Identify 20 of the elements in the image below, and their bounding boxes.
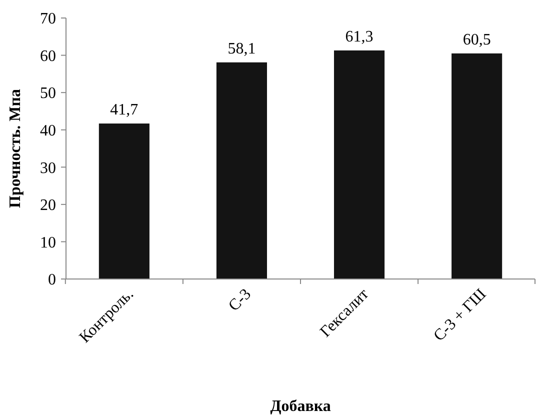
bar <box>452 53 502 279</box>
bar <box>216 62 267 279</box>
y-tick-label: 20 <box>40 197 56 214</box>
x-axis-title: Добавка <box>270 398 331 415</box>
y-tick-label: 60 <box>40 48 56 65</box>
y-tick-label: 30 <box>40 160 56 177</box>
y-tick-label: 50 <box>40 85 56 102</box>
x-tick-label: С-3 + ГШ <box>430 286 490 345</box>
bar <box>98 124 150 279</box>
data-label: 61,3 <box>345 28 374 46</box>
y-tick-label: 0 <box>48 272 56 289</box>
data-label: 41,7 <box>110 102 138 119</box>
y-tick-label: 10 <box>40 234 56 252</box>
data-label: 60,5 <box>462 31 491 48</box>
x-tick-label: С-3 <box>226 286 255 315</box>
y-tick-label: 70 <box>40 10 56 28</box>
data-label: 58,1 <box>228 40 256 58</box>
bar <box>334 50 385 279</box>
y-tick-label: 40 <box>40 122 56 140</box>
y-axis-title: Прочность. Мпа <box>7 89 24 208</box>
